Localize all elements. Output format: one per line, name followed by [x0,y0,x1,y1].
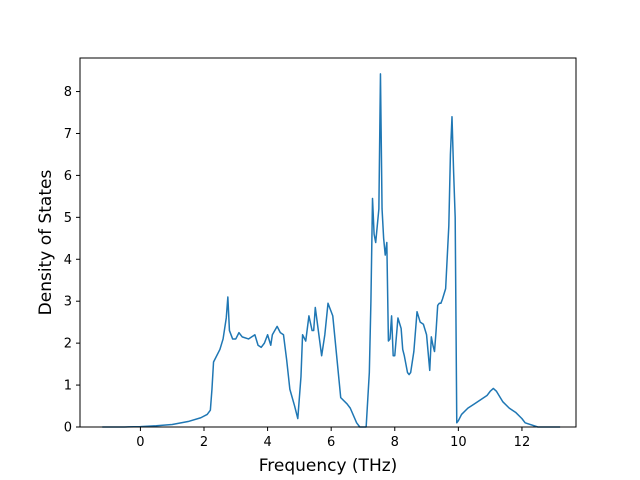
x-axis-label: Frequency (THz) [259,456,398,476]
y-tick-label: 8 [64,85,72,100]
x-tick-label: 0 [136,435,144,450]
x-axis: 0 2 4 6 8 10 12 [136,427,530,450]
y-tick-label: 7 [64,127,72,142]
x-tick-label: 2 [200,435,208,450]
plot-frame [79,57,577,428]
x-tick-label: 8 [391,435,399,450]
y-tick-label: 0 [64,421,72,436]
x-tick-label: 10 [450,435,467,450]
y-tick-label: 4 [64,253,72,268]
y-axis-label: Density of States [36,170,56,316]
y-tick-label: 2 [64,337,72,352]
y-tick-label: 1 [64,379,72,394]
y-tick-label: 6 [64,169,72,184]
y-tick-label: 3 [64,295,72,310]
y-axis: 0 1 2 3 4 5 6 7 8 [64,85,80,436]
x-tick-label: 4 [263,435,271,450]
dos-series-line [102,73,561,428]
x-tick-label: 12 [514,435,531,450]
y-tick-label: 5 [64,211,72,226]
x-tick-label: 6 [327,435,335,450]
